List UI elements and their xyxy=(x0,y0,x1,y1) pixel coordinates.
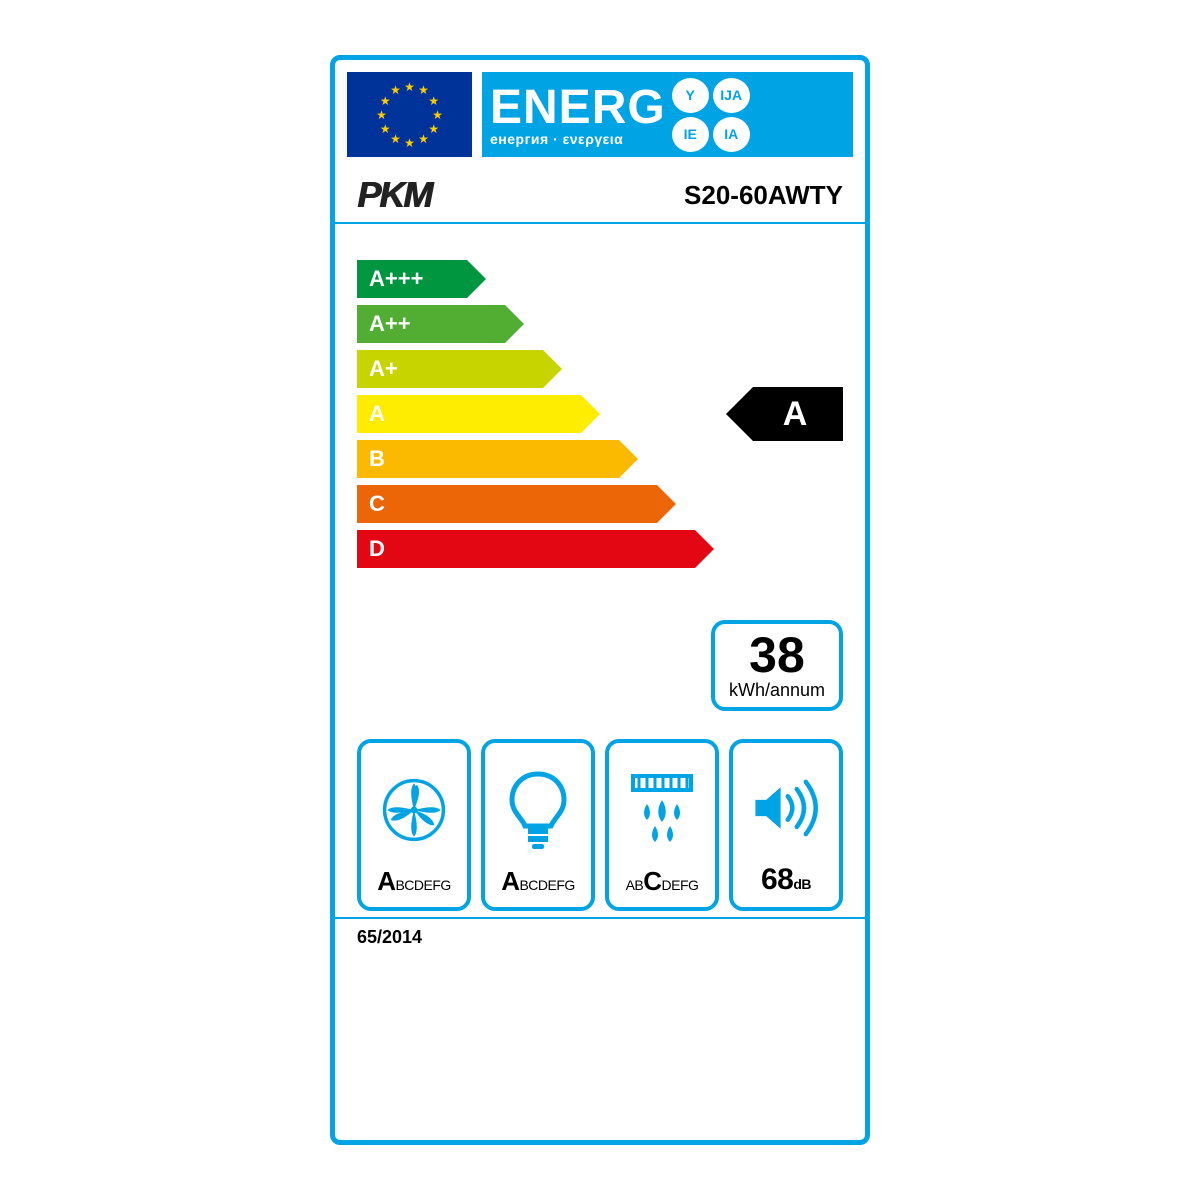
regulation-number: 65/2014 xyxy=(357,927,422,947)
pictogram-fan: ABCDEFG xyxy=(357,739,471,911)
regulation-footer: 65/2014 xyxy=(335,919,865,958)
scale-arrow: A+++ xyxy=(357,260,865,298)
scale-arrow: A+ xyxy=(357,350,865,388)
energ-title: ENERG xyxy=(490,84,666,132)
noise-value: 68dB xyxy=(761,863,811,897)
brand-logo: PKM xyxy=(357,174,431,216)
scale-arrow: A++ xyxy=(357,305,865,343)
lang-circle: IJA xyxy=(713,78,750,113)
lang-circle: Y xyxy=(672,78,709,113)
noise-icon xyxy=(750,773,822,843)
lightbulb-icon xyxy=(508,770,568,850)
fan-icon xyxy=(379,775,449,845)
pictogram-rating: ABCDEFG xyxy=(626,866,699,897)
energ-subtitle: енергия · ενεργεια xyxy=(490,132,666,146)
rating-class: A xyxy=(783,395,808,434)
eu-flag-icon: ★★★★★★★★★★★★ xyxy=(347,72,472,157)
model-number: S20-60AWTY xyxy=(684,180,843,211)
pictogram-rating: ABCDEFG xyxy=(501,866,575,897)
kwh-unit: kWh/annum xyxy=(729,680,825,701)
label-header: ★★★★★★★★★★★★ ENERG енергия · ενεργεια YI… xyxy=(335,60,865,160)
efficiency-scale: A+++A++A+ABCD A xyxy=(335,232,865,592)
pictogram-rating: ABCDEFG xyxy=(377,866,451,897)
energy-label: ★★★★★★★★★★★★ ENERG енергия · ενεργεια YI… xyxy=(330,55,870,1145)
rating-pointer: A xyxy=(753,387,843,441)
grease-filter-icon xyxy=(627,770,697,850)
consumption-zone: 38 kWh/annum xyxy=(335,592,865,721)
pictogram-grease: ABCDEFG xyxy=(605,739,719,911)
kwh-box: 38 kWh/annum xyxy=(711,620,843,711)
brand-row: PKM S20-60AWTY xyxy=(335,160,865,224)
energ-block: ENERG енергия · ενεργεια YIJAIEIA xyxy=(482,72,853,157)
kwh-value: 38 xyxy=(729,630,825,680)
energ-lang-circles: YIJAIEIA xyxy=(672,78,750,152)
pictogram-light: ABCDEFG xyxy=(481,739,595,911)
pictogram-row: ABCDEFG ABCDEFG ABCDEFG 68dB xyxy=(335,721,865,919)
lang-circle: IA xyxy=(713,117,750,152)
scale-arrow: C xyxy=(357,485,865,523)
lang-circle: IE xyxy=(672,117,709,152)
scale-arrow: D xyxy=(357,530,865,568)
pictogram-noise: 68dB xyxy=(729,739,843,911)
scale-arrow: B xyxy=(357,440,865,478)
